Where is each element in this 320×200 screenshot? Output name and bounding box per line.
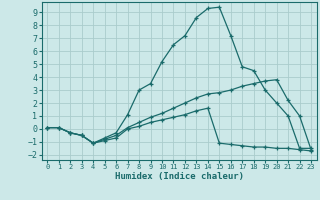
X-axis label: Humidex (Indice chaleur): Humidex (Indice chaleur)	[115, 172, 244, 181]
